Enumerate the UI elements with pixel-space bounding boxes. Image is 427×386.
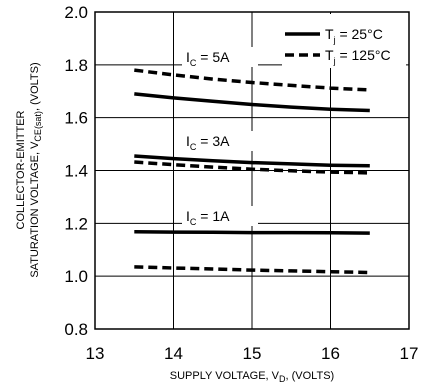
y-axis-title-line2: SATURATION VOLTAGE, VCE(sat), (VOLTS) (29, 62, 43, 277)
tick-labels: 13 14 15 16 17 0.8 1.0 1.2 1.4 1.6 1.8 2.0 (64, 3, 418, 363)
series-solid-1A (134, 230, 370, 235)
y-tick-label-2: 1.2 (64, 214, 88, 233)
plot-frame (94, 11, 410, 330)
x-axis-title: SUPPLY VOLTAGE, VD, (VOLTS) (170, 370, 334, 384)
x-tick-label-4: 17 (400, 344, 419, 363)
legend-label-25c: Tj = 25°C (325, 26, 383, 45)
annotation-ic-3a: IC = 3A (186, 133, 230, 152)
legend-label-125c: Tj = 125°C (325, 47, 391, 66)
y-axis-title-line1: COLLECTOR-EMITTER (15, 110, 27, 229)
y-tick-label-3: 1.4 (64, 162, 88, 181)
annotation-ic-1a: IC = 1A (186, 208, 230, 227)
series-dashed-1A (134, 265, 370, 275)
legend: Tj = 25°C Tj = 125°C (282, 14, 406, 68)
y-tick-label-6: 2.0 (64, 3, 88, 22)
y-tick-label-1: 1.0 (64, 267, 88, 286)
series-solid-3A (134, 154, 370, 168)
y-tick-label-0: 0.8 (64, 320, 88, 339)
y-tick-label-4: 1.6 (64, 109, 88, 128)
y-tick-label-5: 1.8 (64, 56, 88, 75)
x-tick-label-2: 15 (243, 344, 262, 363)
x-tick-label-3: 16 (321, 344, 340, 363)
data-series (134, 68, 370, 275)
annotation-ic-5a: IC = 5A (186, 49, 230, 68)
series-dashed-3A (134, 160, 370, 175)
annotations: IC = 5A IC = 3A IC = 1A (182, 47, 258, 227)
series-solid-5A (134, 92, 370, 113)
x-tick-label-1: 14 (164, 344, 183, 363)
series-dashed-5A (134, 68, 370, 92)
x-tick-label-0: 13 (86, 344, 105, 363)
